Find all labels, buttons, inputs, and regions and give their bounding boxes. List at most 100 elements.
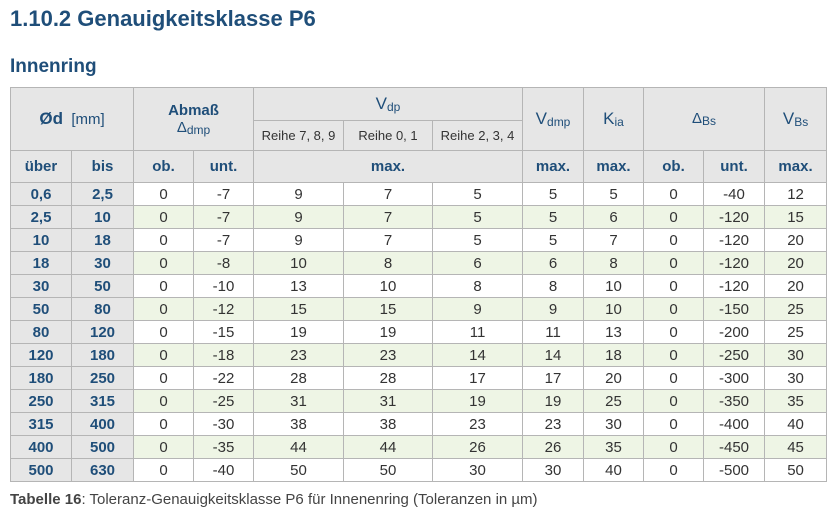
value-cell: 5: [431, 182, 524, 206]
tolerance-table: Ød [mm] Abmaß Δdmp Vdp Vdmp Kia ΔBs VBs R…: [10, 87, 828, 482]
value-cell: 25: [764, 297, 828, 321]
value-cell: 15: [343, 297, 433, 321]
value-cell: -12: [193, 297, 254, 321]
value-cell: 11: [431, 320, 524, 344]
value-cell: -7: [193, 205, 254, 229]
value-cell: 44: [343, 435, 433, 459]
symbol: Ød: [39, 109, 63, 128]
size-cell: 315: [71, 389, 134, 413]
size-cell: 500: [71, 435, 134, 459]
table-row: 120 180 0 -18 23 23 14 14 18 0 -250 30: [10, 343, 828, 367]
size-cell: 250: [10, 389, 72, 413]
value-cell: 0: [133, 251, 194, 275]
table-row: 2,5 10 0 -7 9 7 5 5 6 0 -120 15: [10, 205, 828, 229]
value-cell: 0: [133, 458, 194, 482]
value-cell: 5: [522, 228, 585, 252]
subscript: dmp: [547, 115, 571, 129]
value-cell: 5: [431, 205, 524, 229]
size-cell: 2,5: [10, 205, 72, 229]
subhead: ob.: [133, 150, 194, 183]
value-cell: 7: [343, 182, 433, 206]
header-cell: Vdmp: [522, 87, 585, 151]
header-cell: Ød [mm]: [10, 87, 134, 151]
value-cell: 35: [764, 389, 828, 413]
value-cell: 9: [522, 297, 585, 321]
symbol: Δ: [692, 110, 703, 127]
size-cell: 18: [71, 228, 134, 252]
value-cell: -500: [703, 458, 766, 482]
size-cell: 10: [10, 228, 72, 252]
value-cell: 7: [343, 228, 433, 252]
table-row: 180 250 0 -22 28 28 17 17 20 0 -300 30: [10, 366, 828, 390]
value-cell: 50: [343, 458, 433, 482]
value-cell: 19: [522, 389, 585, 413]
value-cell: 23: [343, 343, 433, 367]
size-cell: 500: [10, 458, 72, 482]
value-cell: 0: [643, 205, 705, 229]
table-row: 80 120 0 -15 19 19 11 11 13 0 -200 25: [10, 320, 828, 344]
value-cell: 5: [522, 182, 585, 206]
value-cell: 0: [133, 297, 194, 321]
value-cell: -15: [193, 320, 254, 344]
value-cell: 0: [643, 366, 705, 390]
size-cell: 50: [10, 297, 72, 321]
size-cell: 315: [10, 412, 72, 436]
value-cell: 31: [343, 389, 433, 413]
value-cell: 0: [643, 343, 705, 367]
value-cell: -200: [703, 320, 766, 344]
value-cell: -35: [193, 435, 254, 459]
value-cell: 44: [253, 435, 344, 459]
value-cell: 0: [643, 412, 705, 436]
value-cell: 30: [522, 458, 585, 482]
table-row: 400 500 0 -35 44 44 26 26 35 0 -450 45: [10, 435, 828, 459]
value-cell: 0: [643, 435, 705, 459]
value-cell: 35: [583, 435, 645, 459]
value-cell: -18: [193, 343, 254, 367]
value-cell: 8: [343, 251, 433, 275]
value-cell: -120: [703, 205, 766, 229]
subhead: max.: [764, 150, 828, 183]
value-cell: 20: [764, 251, 828, 275]
value-cell: 0: [133, 205, 194, 229]
table-row: 18 30 0 -8 10 8 6 6 8 0 -120 20: [10, 251, 828, 275]
value-cell: 10: [583, 297, 645, 321]
symbol: Δ: [176, 118, 187, 136]
subscript: dp: [387, 100, 401, 114]
table-row: 315 400 0 -30 38 38 23 23 30 0 -400 40: [10, 412, 828, 436]
value-cell: 14: [522, 343, 585, 367]
value-cell: 20: [764, 274, 828, 298]
value-cell: 0: [643, 320, 705, 344]
value-cell: 50: [253, 458, 344, 482]
value-cell: 28: [343, 366, 433, 390]
value-cell: 0: [643, 251, 705, 275]
value-cell: 25: [583, 389, 645, 413]
value-cell: 10: [583, 274, 645, 298]
value-cell: 38: [343, 412, 433, 436]
value-cell: 0: [643, 458, 705, 482]
value-cell: -22: [193, 366, 254, 390]
header-cell: ΔBs: [643, 87, 766, 151]
size-cell: 80: [71, 297, 134, 321]
value-cell: 13: [253, 274, 344, 298]
value-cell: 28: [253, 366, 344, 390]
value-cell: 40: [583, 458, 645, 482]
subhead: ob.: [643, 150, 705, 183]
value-cell: -120: [703, 251, 766, 275]
value-cell: 15: [253, 297, 344, 321]
table-row: 500 630 0 -40 50 50 30 30 40 0 -500 50: [10, 458, 828, 482]
subscript: dmp: [186, 122, 211, 137]
value-cell: 9: [253, 182, 344, 206]
subscript: ia: [614, 115, 624, 129]
value-cell: 15: [764, 205, 828, 229]
header-cell: Kia: [583, 87, 645, 151]
header-cell: VBs: [764, 87, 828, 151]
value-cell: 5: [583, 182, 645, 206]
value-cell: 8: [431, 274, 524, 298]
value-cell: 19: [431, 389, 524, 413]
subhead: max.: [252, 150, 524, 183]
value-cell: 11: [522, 320, 585, 344]
size-cell: 180: [10, 366, 72, 390]
value-cell: 20: [583, 366, 645, 390]
size-cell: 180: [71, 343, 134, 367]
value-cell: 0: [133, 389, 194, 413]
